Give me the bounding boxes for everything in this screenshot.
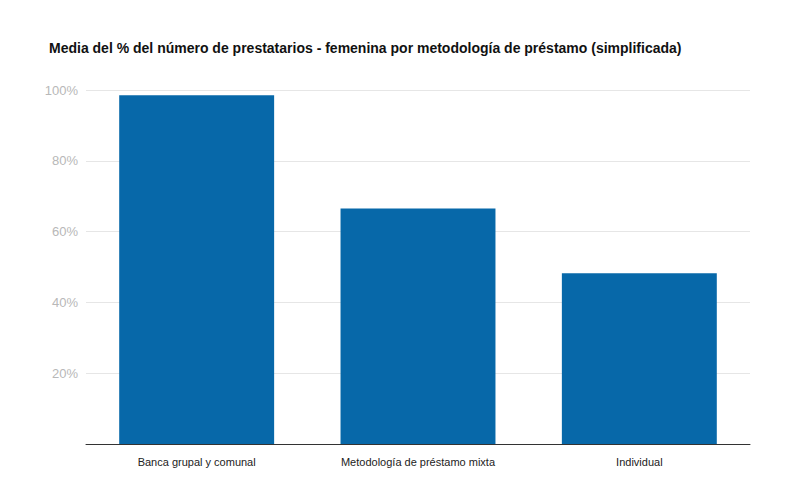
svg-text:Metodología de préstamo mixta: Metodología de préstamo mixta [341,456,496,468]
svg-text:20%: 20% [52,366,78,381]
svg-text:Individual: Individual [616,456,662,468]
svg-text:Banca grupal y comunal: Banca grupal y comunal [138,456,256,468]
svg-text:60%: 60% [52,224,78,239]
svg-text:Media del % del número de pres: Media del % del número de prestatarios -… [49,40,681,56]
svg-text:40%: 40% [52,295,78,310]
svg-text:80%: 80% [52,153,78,168]
svg-text:100%: 100% [45,83,79,98]
